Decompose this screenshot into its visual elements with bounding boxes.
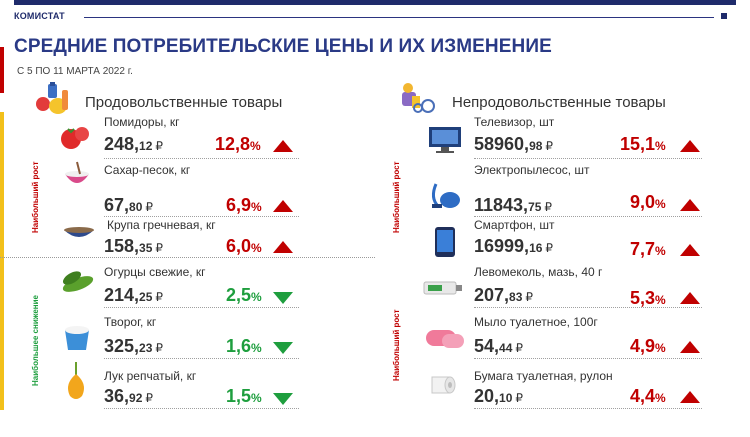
- nonfood-growth-label-1: Наибольший рост: [392, 161, 401, 233]
- item-underline: [104, 408, 299, 409]
- increase-arrow-icon: [680, 341, 700, 353]
- food-growth-label: Наибольший рост: [31, 161, 40, 233]
- nonfood-item-change-5: 4,4%: [630, 386, 666, 406]
- nonfood-item-name-0: Телевизор, шт: [474, 115, 555, 129]
- nonfood-item-price-3: 207,83 ₽: [474, 285, 534, 305]
- vacuum-cleaner-icon: [431, 183, 460, 208]
- food-item-change-1: 6,9%: [226, 195, 262, 215]
- accent-bar-yellow: [0, 112, 4, 410]
- item-underline: [474, 358, 702, 359]
- header-rule: [84, 17, 714, 18]
- item-underline: [474, 158, 702, 159]
- nonfood-item-change-2: 7,7%: [630, 239, 666, 259]
- item-underline: [474, 307, 702, 308]
- onion-icon: [68, 362, 84, 399]
- tv-icon: [429, 127, 461, 153]
- nonfood-item-change-4: 4,9%: [630, 336, 666, 356]
- increase-arrow-icon: [680, 391, 700, 403]
- increase-arrow-icon: [273, 140, 293, 152]
- item-underline: [474, 216, 702, 217]
- brand-label: КОМИСТАТ: [14, 11, 65, 21]
- food-item-price-3: 214,25 ₽: [104, 285, 164, 305]
- food-decline-label: Наибольшее снижение: [31, 295, 40, 386]
- page-title: СРЕДНИЕ ПОТРЕБИТЕЛЬСКИЕ ЦЕНЫ И ИХ ИЗМЕНЕ…: [14, 36, 552, 57]
- toilet-paper-icon: [431, 376, 456, 394]
- nonfood-item-price-1: 11843,75 ₽: [474, 195, 553, 215]
- nonfood-item-price-2: 16999,16 ₽: [474, 236, 554, 256]
- food-section-title: Продовольственные товары: [85, 94, 283, 111]
- item-underline: [104, 216, 299, 217]
- nonfood-item-change-0: 15,1%: [620, 134, 666, 154]
- food-item-change-4: 1,6%: [226, 336, 262, 356]
- food-item-price-2: 158,35 ₽: [104, 236, 164, 256]
- food-item-change-3: 2,5%: [226, 285, 262, 305]
- accent-bar-red: [0, 47, 4, 93]
- sugar-bowl-icon: [65, 161, 89, 183]
- household-goods-icon: [402, 83, 435, 113]
- decrease-arrow-icon: [273, 393, 293, 405]
- food-item-name-2: Крупа гречневая, кг: [107, 218, 216, 232]
- nonfood-item-change-3: 5,3%: [630, 288, 666, 308]
- food-item-name-4: Творог, кг: [104, 315, 157, 329]
- item-underline: [104, 358, 299, 359]
- food-item-name-0: Помидоры, кг: [104, 115, 180, 129]
- nonfood-item-name-3: Левомеколь, мазь, 40 г: [474, 265, 603, 279]
- food-item-name-1: Сахар-песок, кг: [104, 163, 191, 177]
- decrease-arrow-icon: [273, 342, 293, 354]
- header-square-marker: [721, 13, 727, 19]
- grocery-icon: [36, 82, 68, 114]
- increase-arrow-icon: [273, 241, 293, 253]
- nonfood-item-name-2: Смартфон, шт: [474, 218, 555, 232]
- nonfood-item-name-1: Электропылесос, шт: [474, 163, 590, 177]
- increase-arrow-icon: [680, 292, 700, 304]
- increase-arrow-icon: [680, 244, 700, 256]
- nonfood-item-price-0: 58960,98 ₽: [474, 134, 554, 154]
- food-item-price-0: 248,12 ₽: [104, 134, 164, 154]
- nonfood-item-price-4: 54,44 ₽: [474, 336, 524, 356]
- increase-arrow-icon: [680, 140, 700, 152]
- nonfood-item-price-5: 20,10 ₽: [474, 386, 524, 406]
- cucumber-icon: [62, 271, 94, 292]
- ointment-tube-icon: [423, 281, 462, 295]
- food-item-price-1: 67,80 ₽: [104, 195, 154, 215]
- item-underline: [474, 408, 702, 409]
- increase-arrow-icon: [273, 200, 293, 212]
- food-item-change-5: 1,5%: [226, 386, 262, 406]
- top-bar: [14, 0, 736, 5]
- smartphone-icon: [435, 227, 455, 257]
- tomato-icon: [61, 127, 89, 149]
- nonfood-section-title: Непродовольственные товары: [452, 94, 666, 111]
- food-item-change-2: 6,0%: [226, 236, 262, 256]
- item-underline: [104, 307, 299, 308]
- food-item-price-4: 325,23 ₽: [104, 336, 164, 356]
- section-divider: [0, 257, 375, 258]
- food-item-price-5: 36,92 ₽: [104, 386, 154, 406]
- cottage-cheese-icon: [65, 326, 89, 350]
- nonfood-item-name-4: Мыло туалетное, 100г: [474, 315, 598, 329]
- nonfood-growth-label-2: Наибольший рост: [392, 309, 401, 381]
- item-underline: [104, 158, 299, 159]
- period-label: С 5 ПО 11 МАРТА 2022 г.: [17, 66, 133, 77]
- food-item-name-3: Огурцы свежие, кг: [104, 265, 206, 279]
- increase-arrow-icon: [680, 199, 700, 211]
- nonfood-item-name-5: Бумага туалетная, рулон: [474, 369, 613, 383]
- food-item-name-5: Лук репчатый, кг: [104, 369, 197, 383]
- grain-bowl-icon: [64, 227, 94, 237]
- food-item-change-0: 12,8%: [215, 134, 261, 154]
- decrease-arrow-icon: [273, 292, 293, 304]
- soap-icon: [426, 330, 464, 348]
- nonfood-item-change-1: 9,0%: [630, 192, 666, 212]
